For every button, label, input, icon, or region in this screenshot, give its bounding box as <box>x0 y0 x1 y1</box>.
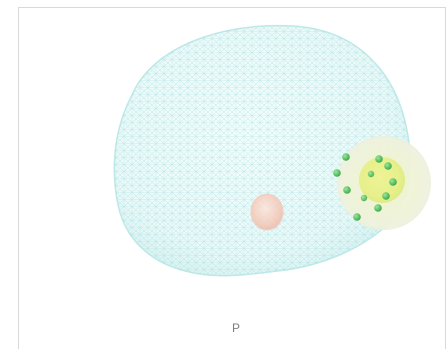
lesion-marker[interactable] <box>250 193 284 231</box>
marker-point[interactable] <box>353 213 361 221</box>
marker-point[interactable] <box>389 178 397 186</box>
target-sphere-inner[interactable] <box>359 157 405 203</box>
orientation-label: P <box>231 321 240 335</box>
wireframe-mesh <box>113 24 411 277</box>
marker-point[interactable] <box>384 162 392 170</box>
marker-point[interactable] <box>374 204 382 212</box>
marker-points <box>333 153 397 221</box>
marker-point[interactable] <box>360 194 368 202</box>
marker-point[interactable] <box>333 169 341 177</box>
marker-point[interactable] <box>342 153 350 161</box>
frame-border-left <box>18 7 19 349</box>
marker-point[interactable] <box>375 155 383 163</box>
frame-border-top <box>18 7 446 8</box>
marker-point[interactable] <box>343 186 351 194</box>
marker-point[interactable] <box>367 170 375 178</box>
marker-point[interactable] <box>382 192 390 200</box>
